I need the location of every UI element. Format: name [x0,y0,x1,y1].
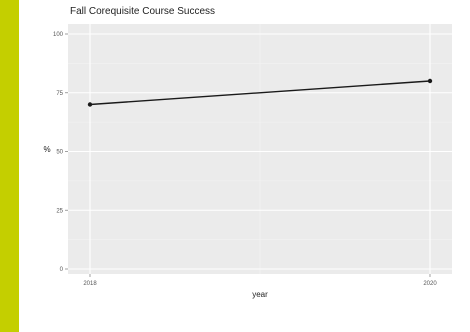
axis-ticks [65,33,431,277]
x-tick-label: 2020 [423,281,437,287]
x-tick-label: 2018 [83,281,97,287]
x-axis-label: year [252,290,268,299]
y-tick-label: 25 [56,208,63,214]
x-axis-tick-labels: 2018 2020 [83,281,437,287]
y-tick-label: 50 [56,150,63,156]
y-axis-tick-labels: 0 25 50 75 100 [53,32,64,273]
y-tick-label: 100 [53,32,64,38]
series-line [89,80,431,106]
series-group [87,78,433,107]
grid-lines [68,24,452,274]
data-point [427,78,433,84]
data-point [87,102,93,107]
y-axis-label: % [43,145,50,154]
y-tick-label: 75 [56,91,63,97]
y-tick-label: 0 [60,267,64,273]
chart-title: Fall Corequisite Course Success [70,6,216,17]
